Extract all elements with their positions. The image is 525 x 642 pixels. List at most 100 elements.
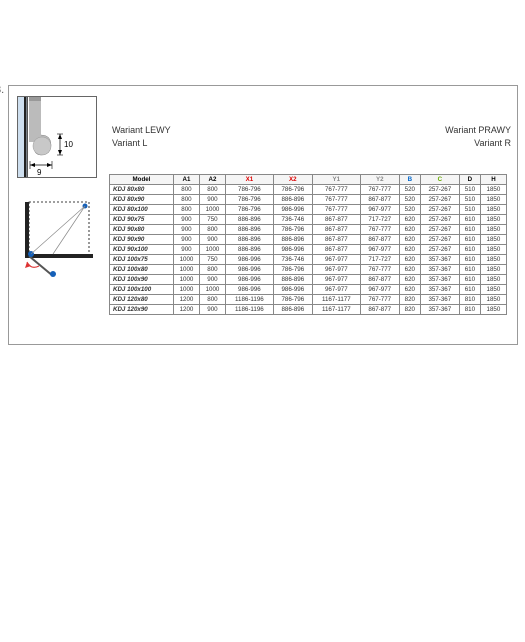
value-cell: 1167-1177 (312, 305, 360, 315)
value-cell: 900 (173, 245, 199, 255)
col-b: B (399, 175, 420, 185)
value-cell: 1200 (173, 295, 199, 305)
value-cell: 867-877 (360, 195, 399, 205)
value-cell: 986-996 (273, 205, 312, 215)
value-cell: 620 (399, 285, 420, 295)
model-cell: KDJ 90x90 (110, 235, 174, 245)
value-cell: 786-796 (225, 185, 273, 195)
value-cell: 620 (399, 245, 420, 255)
model-cell: KDJ 80x90 (110, 195, 174, 205)
table-row: KDJ 100x751000750986-996736-746967-97771… (110, 255, 507, 265)
top-row: 10 9 Wariant LEWY Variant L Wariant PRAW… (15, 94, 511, 178)
value-cell: 357-367 (420, 275, 459, 285)
header-left-line2: Variant L (112, 137, 171, 150)
dimension-table-wrap: ModelA1A2X1X2Y1Y2BCDH KDJ 80x80800800786… (109, 174, 507, 315)
value-cell: 767-777 (360, 265, 399, 275)
value-cell: 257-267 (420, 205, 459, 215)
value-cell: 1000 (173, 265, 199, 275)
value-cell: 257-267 (420, 235, 459, 245)
value-cell: 867-877 (312, 245, 360, 255)
value-cell: 820 (399, 295, 420, 305)
value-cell: 967-977 (312, 285, 360, 295)
table-row: KDJ 120x9012009001186-1196886-8961167-11… (110, 305, 507, 315)
value-cell: 867-877 (360, 305, 399, 315)
value-cell: 800 (173, 185, 199, 195)
variant-headers: Wariant LEWY Variant L Wariant PRAWY Var… (112, 124, 511, 149)
model-cell: KDJ 100x90 (110, 275, 174, 285)
value-cell: 800 (173, 195, 199, 205)
value-cell: 1200 (173, 305, 199, 315)
value-cell: 1850 (480, 305, 506, 315)
model-cell: KDJ 120x80 (110, 295, 174, 305)
model-cell: KDJ 90x100 (110, 245, 174, 255)
value-cell: 867-877 (360, 275, 399, 285)
value-cell: 1000 (199, 285, 225, 295)
value-cell: 257-267 (420, 245, 459, 255)
detail-diagram: 10 9 (17, 96, 97, 178)
header-right: Wariant PRAWY Variant R (445, 124, 511, 149)
value-cell: 867-877 (360, 235, 399, 245)
table-row: KDJ 100x901000900986-996886-896967-97786… (110, 275, 507, 285)
col-x1: X1 (225, 175, 273, 185)
value-cell: 1850 (480, 205, 506, 215)
model-cell: KDJ 100x80 (110, 265, 174, 275)
value-cell: 900 (173, 225, 199, 235)
value-cell: 257-267 (420, 225, 459, 235)
value-cell: 820 (399, 305, 420, 315)
value-cell: 736-746 (273, 255, 312, 265)
value-cell: 257-267 (420, 215, 459, 225)
value-cell: 810 (459, 295, 480, 305)
value-cell: 357-367 (420, 285, 459, 295)
value-cell: 767-777 (360, 295, 399, 305)
value-cell: 1000 (199, 205, 225, 215)
value-cell: 967-977 (312, 265, 360, 275)
col-x2: X2 (273, 175, 312, 185)
model-cell: KDJ 100x75 (110, 255, 174, 265)
value-cell: 610 (459, 265, 480, 275)
value-cell: 610 (459, 285, 480, 295)
value-cell: 986-996 (225, 275, 273, 285)
header-right-line1: Wariant PRAWY (445, 124, 511, 137)
value-cell: 767-777 (312, 195, 360, 205)
table-row: KDJ 90x90900900886-896886-896867-877867-… (110, 235, 507, 245)
header-left-line1: Wariant LEWY (112, 124, 171, 137)
col-y1: Y1 (312, 175, 360, 185)
value-cell: 1850 (480, 265, 506, 275)
value-cell: 520 (399, 205, 420, 215)
value-cell: 986-996 (273, 245, 312, 255)
model-cell: KDJ 90x75 (110, 215, 174, 225)
value-cell: 1000 (173, 285, 199, 295)
value-cell: 867-877 (312, 215, 360, 225)
col-model: Model (110, 175, 174, 185)
value-cell: 886-896 (225, 215, 273, 225)
value-cell: 886-896 (273, 195, 312, 205)
plan-diagram (17, 196, 97, 284)
value-cell: 886-896 (273, 305, 312, 315)
value-cell: 620 (399, 265, 420, 275)
value-cell: 786-796 (273, 265, 312, 275)
value-cell: 867-877 (312, 225, 360, 235)
value-cell: 786-796 (225, 195, 273, 205)
value-cell: 767-777 (360, 225, 399, 235)
value-cell: 786-796 (273, 185, 312, 195)
header-right-line2: Variant R (445, 137, 511, 150)
svg-text:10: 10 (64, 140, 73, 149)
value-cell: 886-896 (225, 245, 273, 255)
table-row: KDJ 90x80900800886-896786-796867-877767-… (110, 225, 507, 235)
col-a1: A1 (173, 175, 199, 185)
value-cell: 610 (459, 275, 480, 285)
value-cell: 900 (173, 235, 199, 245)
model-cell: KDJ 120x90 (110, 305, 174, 315)
table-row: KDJ 90x1009001000886-896986-996867-87796… (110, 245, 507, 255)
value-cell: 967-977 (360, 245, 399, 255)
value-cell: 357-367 (420, 305, 459, 315)
value-cell: 900 (199, 305, 225, 315)
value-cell: 810 (459, 305, 480, 315)
value-cell: 900 (199, 195, 225, 205)
value-cell: 886-896 (273, 235, 312, 245)
value-cell: 867-877 (312, 235, 360, 245)
value-cell: 620 (399, 215, 420, 225)
value-cell: 786-796 (225, 205, 273, 215)
value-cell: 750 (199, 255, 225, 265)
value-cell: 986-996 (273, 285, 312, 295)
